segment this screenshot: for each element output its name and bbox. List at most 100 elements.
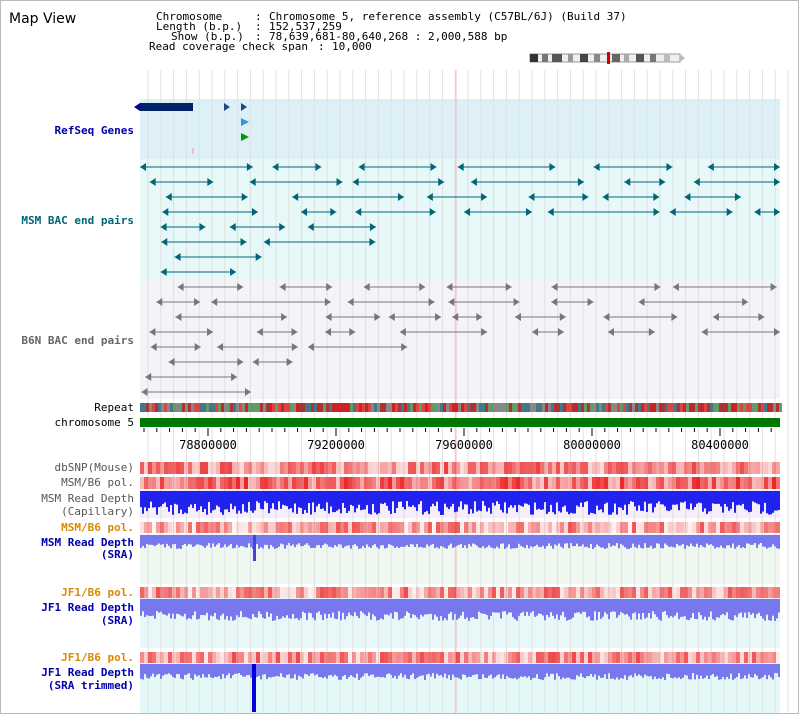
jf1-trimmed-depth-bar (506, 664, 508, 676)
jf1-trimmed-depth-bar (580, 664, 582, 674)
msm-sra-depth-bar (766, 535, 768, 549)
msm-sra-depth-bar (174, 535, 176, 545)
jf1-trimmed-depth-bar (316, 664, 318, 675)
msm-sra-depth-bar (700, 535, 702, 545)
jf1-pol-2-cell (276, 652, 280, 663)
dbsnp-cell (708, 462, 712, 474)
jf1-trimmed-depth-bar (280, 664, 282, 674)
repeat-segment (245, 403, 248, 412)
jf1-sra-depth-bar (466, 599, 468, 618)
jf1-pol-2-cell (724, 652, 728, 663)
jf1-pol-2-cell (200, 652, 204, 663)
b6n-bac-end-right (774, 328, 780, 336)
dbsnp-cell (308, 462, 312, 474)
track-label-msm-depth-sra-sub: (SRA) (100, 548, 134, 561)
msm-bac-end-right (653, 193, 660, 201)
dbsnp-cell (676, 462, 680, 474)
msm-pol-cell (268, 477, 272, 489)
track-label-msm-depth-capillary: MSM Read Depth (41, 492, 134, 505)
chromosome-ideogram[interactable] (528, 52, 686, 64)
msm-pol-cell (160, 477, 164, 489)
msm-capillary-depth-bar (490, 491, 492, 514)
jf1-sra-depth-bar (500, 599, 502, 619)
msm-capillary-depth-bar (428, 491, 430, 514)
jf1-sra-depth-bar (554, 599, 556, 619)
jf1-trimmed-depth-bar (196, 664, 198, 677)
msm-sra-depth-bar (324, 535, 326, 544)
jf1-sra-depth-bar (528, 599, 530, 616)
msm-capillary-depth-bar (500, 491, 502, 510)
jf1-pol-2-cell (232, 652, 236, 663)
track-label-refseq-genes[interactable]: RefSeq Genes (54, 124, 134, 137)
repeat-segment (155, 403, 158, 412)
msm-capillary-depth-bar (220, 491, 222, 513)
jf1-pol-cell (376, 587, 380, 598)
jf1-sra-depth-bar (754, 599, 756, 619)
msm-sra-depth-bar (190, 535, 192, 545)
track-label-b6n-bac[interactable]: B6N BAC end pairs (21, 334, 134, 347)
jf1-sra-depth-bar (764, 599, 766, 621)
jf1-trimmed-depth-bar (178, 664, 180, 675)
msm-sra-depth-bar (306, 535, 308, 544)
jf1-pol-cell (304, 587, 308, 598)
msm-sra-depth-bar (718, 535, 720, 548)
msm-capillary-depth-bar (168, 491, 170, 512)
jf1-pol-cell (632, 587, 636, 598)
jf1-pol-2-cell (404, 652, 408, 663)
jf1-pol-cell (568, 587, 572, 598)
jf1-pol-2-cell (316, 652, 320, 663)
msm-sra-depth-bar (534, 535, 536, 547)
jf1-trimmed-depth-bar (678, 664, 680, 678)
jf1-trimmed-depth-bar (666, 664, 668, 674)
track-label-msm-depth-sra: MSM Read Depth (41, 536, 134, 549)
msm-sra-depth-bar (338, 535, 340, 545)
jf1-sra-depth-bar (442, 599, 444, 621)
jf1-sra-depth-bar (238, 599, 240, 618)
msm-pol-cell (528, 477, 532, 489)
jf1-pol-2-cell (140, 652, 144, 663)
track-label-msm-bac[interactable]: MSM BAC end pairs (21, 214, 134, 227)
msm-bac-end-left (249, 178, 256, 186)
msm-pol-cell (600, 477, 604, 489)
jf1-sra-depth-bar (504, 599, 506, 612)
msm-capillary-depth-bar (556, 491, 558, 503)
jf1-pol-2-cell (372, 652, 376, 663)
jf1-pol-2-cell (604, 652, 608, 663)
repeat-segment (395, 403, 398, 412)
msm-sra-depth-bar (266, 535, 268, 545)
msm-capillary-depth-bar (460, 491, 462, 502)
jf1-sra-depth-bar (474, 599, 476, 619)
jf1-trimmed-depth-bar (152, 664, 154, 674)
msm-sra-pol-cell (556, 522, 560, 533)
jf1-trimmed-depth-bar (590, 664, 592, 675)
msm-sra-depth-bar (504, 535, 506, 549)
msm-pol-cell (552, 477, 556, 489)
jf1-sra-depth-bar (166, 599, 168, 616)
dbsnp-cell (244, 462, 248, 474)
msm-pol-cell (328, 477, 332, 489)
msm-capillary-depth-bar (380, 491, 382, 504)
msm-bac-end-right (230, 268, 237, 276)
jf1-sra-depth-bar (256, 599, 258, 618)
msm-pol-cell (700, 477, 704, 489)
jf1-pol-cell (360, 587, 364, 598)
msm-pol-cell (280, 477, 284, 489)
dbsnp-cell (720, 462, 724, 474)
jf1-pol-cell (492, 587, 496, 598)
jf1-sra-depth-bar (310, 599, 312, 614)
jf1-sra-depth-bar (170, 599, 172, 619)
jf1-sra-depth-bar (766, 599, 768, 615)
jf1-sra-depth-bar (548, 599, 550, 618)
repeat-segment (626, 403, 629, 412)
msm-pol-cell (496, 477, 500, 489)
jf1-trimmed-depth-bar (308, 664, 310, 676)
jf1-trimmed-depth-bar (548, 664, 550, 677)
msm-sra-depth-bar (196, 535, 198, 545)
jf1-pol-2-cell (220, 652, 224, 663)
jf1-trimmed-depth-bar (218, 664, 220, 677)
jf1-trimmed-depth-bar (578, 664, 580, 677)
msm-sra-depth-bar (334, 535, 336, 546)
msm-sra-depth-bar (186, 535, 188, 546)
jf1-sra-depth-bar (200, 599, 202, 616)
msm-sra-pol-cell (340, 522, 344, 533)
